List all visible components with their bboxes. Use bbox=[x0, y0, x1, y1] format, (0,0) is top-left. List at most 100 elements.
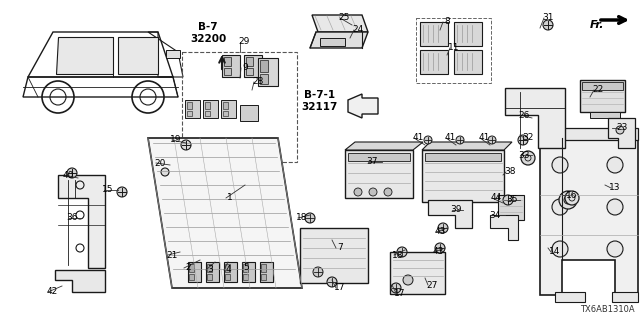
Text: 28: 28 bbox=[252, 77, 264, 86]
Text: 5: 5 bbox=[243, 263, 249, 273]
Text: 33: 33 bbox=[518, 150, 530, 159]
Bar bbox=[260, 74, 268, 84]
Text: 36: 36 bbox=[67, 213, 77, 222]
Bar bbox=[188, 262, 201, 282]
Bar bbox=[203, 100, 218, 118]
Text: 17: 17 bbox=[394, 289, 406, 298]
Text: 29: 29 bbox=[238, 37, 250, 46]
Text: 14: 14 bbox=[549, 247, 561, 257]
Text: 35: 35 bbox=[506, 196, 518, 204]
Bar bbox=[189, 274, 194, 280]
Polygon shape bbox=[608, 118, 635, 148]
Text: 9: 9 bbox=[242, 63, 248, 73]
Text: 18: 18 bbox=[296, 213, 308, 222]
Text: 39: 39 bbox=[451, 205, 461, 214]
Circle shape bbox=[424, 136, 432, 144]
Bar bbox=[300, 228, 368, 283]
Text: 41: 41 bbox=[412, 133, 424, 142]
Polygon shape bbox=[348, 94, 378, 118]
Circle shape bbox=[438, 223, 448, 233]
Circle shape bbox=[391, 283, 401, 293]
Bar bbox=[425, 153, 501, 161]
Text: 38: 38 bbox=[504, 167, 516, 177]
Text: B-7-1: B-7-1 bbox=[305, 90, 335, 100]
Text: 27: 27 bbox=[426, 281, 438, 290]
Polygon shape bbox=[148, 138, 302, 288]
Circle shape bbox=[607, 241, 623, 257]
Text: 11: 11 bbox=[448, 44, 460, 52]
Polygon shape bbox=[422, 142, 512, 150]
Text: 17: 17 bbox=[334, 284, 346, 292]
Text: 7: 7 bbox=[337, 244, 343, 252]
Bar bbox=[222, 55, 240, 77]
Bar bbox=[187, 111, 192, 116]
Circle shape bbox=[403, 275, 413, 285]
Bar bbox=[260, 60, 268, 72]
Polygon shape bbox=[310, 32, 368, 48]
Bar bbox=[240, 105, 258, 121]
Text: Fr.: Fr. bbox=[590, 20, 605, 30]
Text: 18: 18 bbox=[392, 251, 404, 260]
Text: 26: 26 bbox=[518, 110, 530, 119]
Circle shape bbox=[607, 199, 623, 215]
Polygon shape bbox=[540, 138, 638, 295]
Circle shape bbox=[488, 136, 496, 144]
Bar bbox=[223, 111, 228, 116]
Circle shape bbox=[313, 267, 323, 277]
Text: 20: 20 bbox=[154, 158, 166, 167]
Bar bbox=[243, 264, 248, 272]
Text: 32200: 32200 bbox=[190, 34, 226, 44]
Text: 42: 42 bbox=[46, 287, 58, 297]
Text: 21: 21 bbox=[166, 251, 178, 260]
Circle shape bbox=[518, 135, 528, 145]
Polygon shape bbox=[505, 88, 565, 148]
Circle shape bbox=[552, 241, 568, 257]
Text: 31: 31 bbox=[542, 13, 554, 22]
Circle shape bbox=[354, 188, 362, 196]
Circle shape bbox=[327, 277, 337, 287]
Text: 22: 22 bbox=[593, 85, 604, 94]
Polygon shape bbox=[490, 215, 518, 240]
Bar bbox=[420, 22, 448, 46]
Bar bbox=[422, 150, 504, 202]
Bar bbox=[207, 264, 212, 272]
Text: 40: 40 bbox=[62, 171, 74, 180]
Bar bbox=[242, 262, 255, 282]
Circle shape bbox=[305, 213, 315, 223]
Bar bbox=[187, 102, 192, 109]
Polygon shape bbox=[320, 38, 345, 46]
Bar bbox=[345, 150, 413, 198]
Bar bbox=[454, 22, 482, 46]
Polygon shape bbox=[345, 142, 423, 150]
Circle shape bbox=[456, 136, 464, 144]
Text: 23: 23 bbox=[616, 124, 628, 132]
Text: 37: 37 bbox=[366, 157, 378, 166]
Text: 32: 32 bbox=[522, 133, 534, 142]
Circle shape bbox=[67, 168, 77, 178]
Polygon shape bbox=[118, 37, 158, 74]
Bar bbox=[224, 262, 237, 282]
Text: 43: 43 bbox=[432, 247, 444, 257]
Bar bbox=[260, 262, 273, 282]
Circle shape bbox=[397, 247, 407, 257]
Bar bbox=[205, 102, 210, 109]
Bar bbox=[207, 274, 212, 280]
Circle shape bbox=[503, 195, 513, 205]
Circle shape bbox=[181, 140, 191, 150]
Polygon shape bbox=[58, 175, 105, 268]
Text: 34: 34 bbox=[490, 211, 500, 220]
Text: 16: 16 bbox=[566, 190, 578, 199]
Bar bbox=[498, 195, 524, 220]
Bar bbox=[420, 50, 448, 74]
Text: 8: 8 bbox=[444, 18, 450, 27]
Circle shape bbox=[565, 191, 579, 205]
Polygon shape bbox=[166, 50, 180, 58]
Text: 2: 2 bbox=[185, 263, 191, 273]
Bar bbox=[189, 264, 194, 272]
Text: 19: 19 bbox=[170, 135, 182, 145]
Bar bbox=[246, 68, 253, 75]
Circle shape bbox=[607, 157, 623, 173]
Polygon shape bbox=[55, 270, 105, 292]
Text: 41: 41 bbox=[444, 133, 456, 142]
Circle shape bbox=[161, 168, 169, 176]
